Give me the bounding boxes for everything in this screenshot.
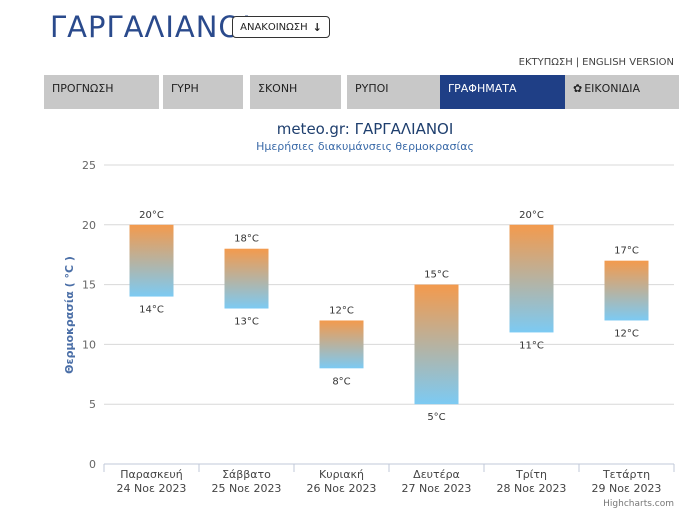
page-title: ΓΑΡΓΑΛΙΑΝΟΙ <box>50 10 252 44</box>
gear-icon: ✿ <box>573 82 583 95</box>
x-tick-label-date: 28 Νοε 2023 <box>497 482 567 495</box>
tab-label: ΣΚΟΝΗ <box>258 82 298 95</box>
tab-forecast[interactable]: ΠΡΟΓΝΩΣΗ <box>44 75 159 109</box>
low-temp-label: 12°C <box>614 328 639 339</box>
low-temp-label: 14°C <box>139 305 164 316</box>
high-temp-label: 15°C <box>424 270 449 281</box>
chart-title: meteo.gr: ΓΑΡΓΑΛΙΑΝΟΙ <box>277 120 454 138</box>
temperature-range-bar[interactable] <box>604 260 649 321</box>
high-temp-label: 20°C <box>139 210 164 221</box>
english-version-link[interactable]: ENGLISH VERSION <box>582 57 674 68</box>
credits-link[interactable]: Highcharts.com <box>603 499 674 509</box>
low-temp-label: 5°C <box>427 412 445 423</box>
low-temp-label: 11°C <box>519 340 544 351</box>
y-tick-label: 5 <box>89 398 96 411</box>
top-links: ΕΚΤΥΠΩΣΗ | ENGLISH VERSION <box>519 57 674 68</box>
tab-graphs[interactable]: ΓΡΑΦΗΜΑΤΑ <box>440 75 578 109</box>
tab-label: ΕΙΚΟΝΙΔΙΑ <box>584 82 641 95</box>
y-tick-label: 10 <box>82 338 96 351</box>
announcement-label: ΑΝΑΚΟΙΝΩΣΗ <box>240 21 308 33</box>
x-tick-label-date: 27 Νοε 2023 <box>402 482 472 495</box>
low-temp-label: 8°C <box>332 376 350 387</box>
high-temp-label: 17°C <box>614 246 639 257</box>
link-separator: | <box>575 57 580 68</box>
tab-label: ΓΡΑΦΗΜΑΤΑ <box>448 82 517 95</box>
x-tick-label-day: Δευτέρα <box>413 468 460 481</box>
temperature-range-bar[interactable] <box>224 248 269 309</box>
y-tick-label: 0 <box>89 458 96 471</box>
y-tick-label: 20 <box>82 219 96 232</box>
temperature-range-bar[interactable] <box>509 224 554 333</box>
temperature-range-bar[interactable] <box>414 284 459 405</box>
x-tick-label-date: 24 Νοε 2023 <box>117 482 187 495</box>
y-tick-label: 25 <box>82 159 96 172</box>
x-tick-label-day: Τετάρτη <box>602 468 650 481</box>
tab-dust[interactable]: ΣΚΟΝΗ <box>250 75 341 109</box>
high-temp-label: 18°C <box>234 234 259 245</box>
x-tick-label-date: 26 Νοε 2023 <box>307 482 377 495</box>
y-axis-label: Θερμοκρασία ( °C ) <box>63 256 76 374</box>
tab-pollen[interactable]: ΓΥΡΗ <box>163 75 243 109</box>
temperature-range-bar[interactable] <box>129 224 174 297</box>
high-temp-label: 20°C <box>519 210 544 221</box>
high-temp-label: 12°C <box>329 305 354 316</box>
tab-label: ΓΥΡΗ <box>171 82 199 95</box>
print-link[interactable]: ΕΚΤΥΠΩΣΗ <box>518 57 573 68</box>
temperature-range-bar[interactable] <box>319 320 364 369</box>
tab-label: ΠΡΟΓΝΩΣΗ <box>52 82 114 95</box>
x-tick-label-day: Παρασκευή <box>120 468 183 481</box>
low-temp-label: 13°C <box>234 317 259 328</box>
announcement-button[interactable]: ΑΝΑΚΟΙΝΩΣΗ ↓ <box>232 16 330 38</box>
tab-label: ΡΥΠΟΙ <box>355 82 389 95</box>
x-tick-label-day: Τρίτη <box>515 468 547 481</box>
y-tick-label: 15 <box>82 279 96 292</box>
tab-icons[interactable]: ✿ ΕΙΚΟΝΙΔΙΑ <box>565 75 679 109</box>
chart-subtitle: Ημερήσιες διακυμάνσεις θερμοκρασίας <box>256 140 474 153</box>
x-tick-label-date: 25 Νοε 2023 <box>212 482 282 495</box>
x-tick-label-day: Σάββατο <box>222 468 271 481</box>
x-tick-label-date: 29 Νοε 2023 <box>592 482 662 495</box>
arrow-down-icon: ↓ <box>312 20 322 34</box>
x-tick-label-day: Κυριακή <box>319 468 364 481</box>
